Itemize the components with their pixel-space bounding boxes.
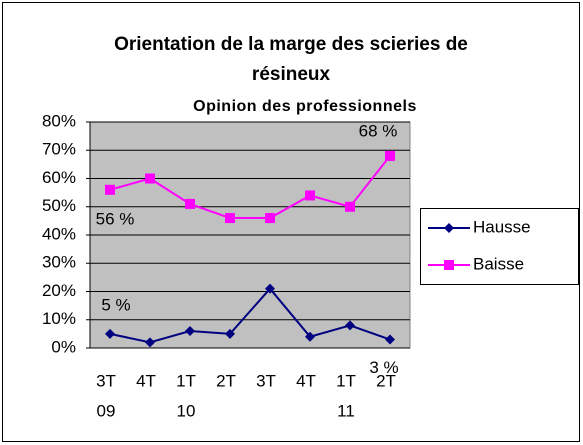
y-tick-label: 40% [42,224,76,243]
x-tick-label: 4T [296,371,316,390]
marker [225,328,235,339]
legend-box [420,208,579,285]
marker [345,201,355,212]
marker [225,213,235,224]
marker [185,326,195,337]
y-tick-label: 10% [42,309,76,328]
marker [265,283,275,294]
x-tick-label: 1T [176,371,196,390]
marker [385,334,395,345]
y-tick-label: 0% [51,337,76,356]
legend-marker [444,223,454,233]
legend-marker [444,260,454,270]
y-tick-label: 20% [42,281,76,300]
legend-label: Hausse [473,217,531,236]
x-tick-label: 3T [96,371,116,390]
marker [105,184,115,195]
x-tick-label: 1T [336,371,356,390]
x-tick-label: 2T [216,371,236,390]
x-tick-label: 3T [256,371,276,390]
marker [145,173,155,184]
y-tick-label: 80% [42,111,76,130]
y-tick-label: 50% [42,196,76,215]
marker [105,328,115,339]
y-tick-label: 70% [42,140,76,159]
x-group-label: 10 [177,401,196,420]
marker [145,337,155,348]
series-line [109,155,391,220]
marker [385,150,395,161]
marker [265,213,275,224]
chart-subtitle: Opinion des professionnels [193,98,417,115]
data-label: 68 % [359,121,398,140]
x-tick-label: 4T [136,371,156,390]
marker [305,331,315,342]
x-tick-label: 2T [376,371,396,390]
marker [345,320,355,331]
chart-title: résineux [252,64,331,85]
chart-title: Orientation de la marge des scieries de [114,34,468,55]
x-group-label: 11 [337,401,355,420]
data-label: 5 % [101,295,130,314]
x-group-label: 09 [97,401,116,420]
y-tick-label: 30% [42,253,76,272]
data-label: 3 % [369,358,398,377]
legend-label: Baisse [473,254,524,273]
y-tick-label: 60% [42,168,76,187]
marker [305,190,315,201]
marker [185,198,195,209]
series-line [109,287,391,344]
data-label: 56 % [96,209,135,228]
